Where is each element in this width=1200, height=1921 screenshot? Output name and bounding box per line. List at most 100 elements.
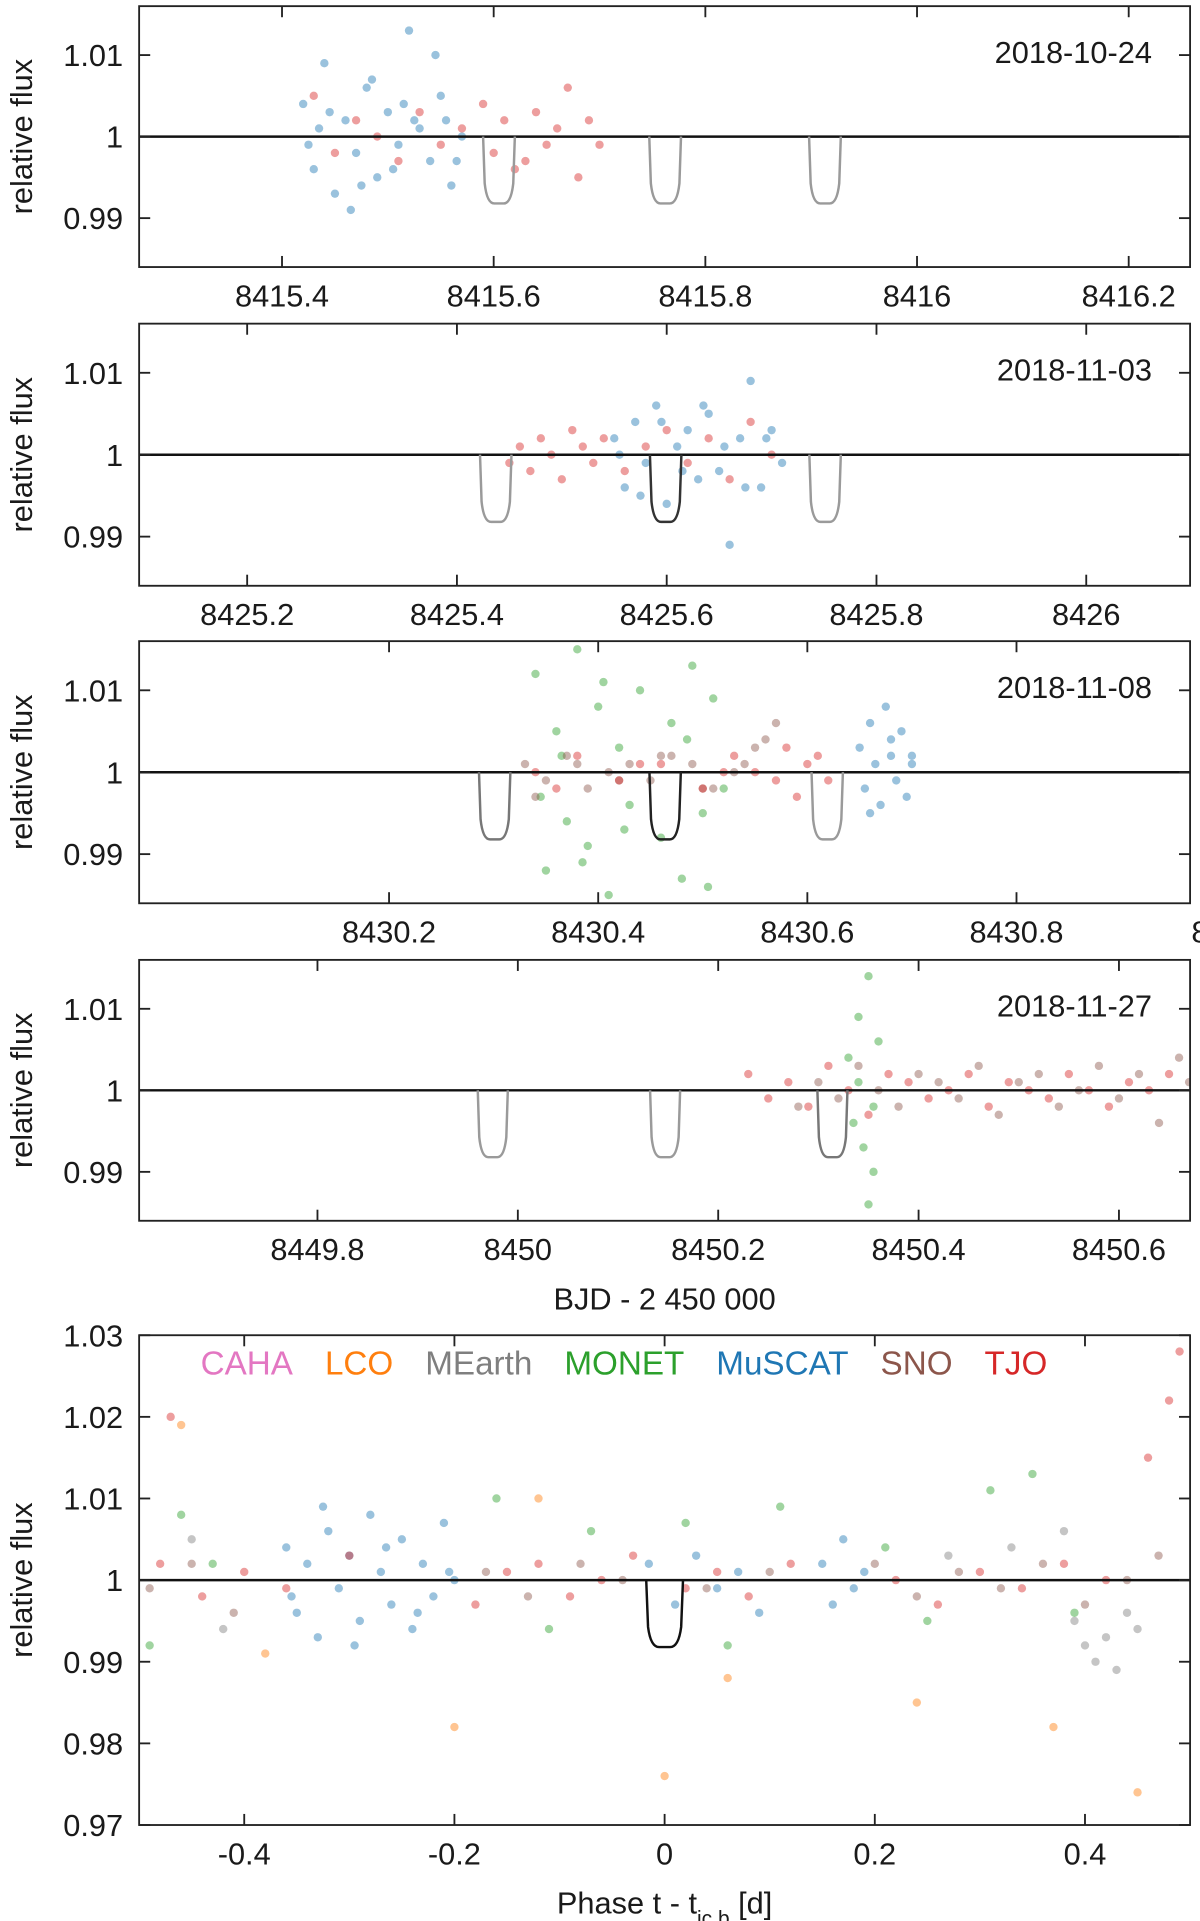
data-point xyxy=(703,882,713,892)
data-point xyxy=(974,1061,983,1071)
data-point xyxy=(408,1624,417,1634)
data-point xyxy=(357,181,366,190)
data-point xyxy=(865,718,875,728)
x-tick-label: 8415.8 xyxy=(658,278,752,313)
data-point xyxy=(1007,1543,1016,1552)
data-point xyxy=(677,874,687,883)
data-point xyxy=(854,1061,863,1071)
transit-model xyxy=(648,772,683,841)
data-point xyxy=(771,718,781,728)
data-point xyxy=(552,727,561,736)
date-annotation: 2018-11-27 xyxy=(997,988,1152,1023)
data-point xyxy=(784,1077,793,1087)
data-point xyxy=(740,759,749,769)
data-point xyxy=(975,1567,985,1577)
data-point xyxy=(881,1543,890,1552)
data-point xyxy=(1114,1094,1124,1103)
data-point xyxy=(334,1584,343,1593)
x-tick-label: 8431 xyxy=(1191,915,1200,950)
data-point xyxy=(886,735,896,744)
data-point xyxy=(714,466,724,476)
data-point xyxy=(176,1510,186,1519)
data-point xyxy=(399,99,408,109)
data-point xyxy=(145,1641,154,1650)
transit-model xyxy=(644,1580,685,1649)
x-tick-label: 8425.2 xyxy=(200,597,294,632)
data-point xyxy=(415,124,424,133)
data-point xyxy=(1174,1053,1184,1062)
data-point xyxy=(610,434,619,443)
data-point xyxy=(198,1592,207,1601)
data-point xyxy=(1004,1077,1013,1087)
y-tick-label: 0.99 xyxy=(63,837,123,872)
data-point xyxy=(884,1069,893,1079)
data-point xyxy=(628,1551,638,1560)
data-point xyxy=(777,458,787,468)
data-point xyxy=(345,1551,354,1560)
data-point xyxy=(388,165,398,174)
data-point xyxy=(478,99,488,109)
data-point xyxy=(824,1061,833,1071)
data-point xyxy=(166,1412,175,1422)
data-point xyxy=(563,83,572,92)
y-tick-label: 1 xyxy=(106,120,123,155)
data-point xyxy=(471,1600,480,1609)
data-point xyxy=(886,751,896,761)
transit-model xyxy=(648,136,683,205)
data-point xyxy=(515,442,525,451)
x-tick-label: 8430.8 xyxy=(969,915,1063,950)
x-axis-label: Phase t - tic,b [d] xyxy=(557,1886,772,1921)
data-point xyxy=(481,1567,491,1577)
data-point xyxy=(1101,1633,1111,1642)
data-point xyxy=(351,148,361,158)
data-point xyxy=(381,1543,391,1552)
data-point xyxy=(187,1535,196,1544)
data-point xyxy=(553,124,562,133)
data-point xyxy=(712,1567,722,1577)
y-tick-label: 1 xyxy=(106,1563,123,1598)
data-point xyxy=(839,1535,848,1544)
data-point xyxy=(725,475,734,484)
data-point xyxy=(693,475,703,484)
data-point xyxy=(324,1526,333,1536)
data-point xyxy=(869,1102,878,1111)
data-point xyxy=(325,107,334,117)
y-axis-label: relative flux xyxy=(4,1502,39,1658)
data-point xyxy=(818,1559,827,1568)
data-point xyxy=(620,825,629,834)
data-point xyxy=(761,735,770,744)
data-point xyxy=(557,475,567,484)
y-axis-label: relative flux xyxy=(4,694,39,850)
data-point xyxy=(764,1094,773,1103)
data-point xyxy=(854,1012,863,1022)
data-point xyxy=(631,417,640,427)
data-point xyxy=(814,1077,823,1087)
data-point xyxy=(439,1518,449,1528)
date-annotation: 2018-10-24 xyxy=(995,35,1152,70)
data-point xyxy=(536,792,545,801)
data-point xyxy=(350,1641,359,1650)
data-point xyxy=(636,491,645,500)
data-point xyxy=(219,1624,228,1634)
data-point xyxy=(813,751,822,761)
data-point xyxy=(1028,1469,1037,1479)
data-point xyxy=(376,1567,386,1577)
data-point xyxy=(670,1600,680,1609)
data-point xyxy=(620,483,629,492)
data-point xyxy=(425,156,435,166)
data-point xyxy=(662,499,671,509)
data-point xyxy=(492,1494,501,1503)
data-point xyxy=(844,1053,853,1062)
transit-model xyxy=(807,136,843,205)
data-point xyxy=(531,107,541,117)
data-point xyxy=(702,1584,711,1593)
data-point xyxy=(1143,1453,1153,1462)
data-point xyxy=(902,792,911,801)
data-point xyxy=(345,1551,354,1560)
data-point xyxy=(996,1584,1006,1593)
data-point xyxy=(765,1567,774,1577)
data-point xyxy=(625,800,634,810)
data-point xyxy=(387,1600,396,1609)
data-point xyxy=(578,858,587,867)
transit-model xyxy=(481,136,517,205)
